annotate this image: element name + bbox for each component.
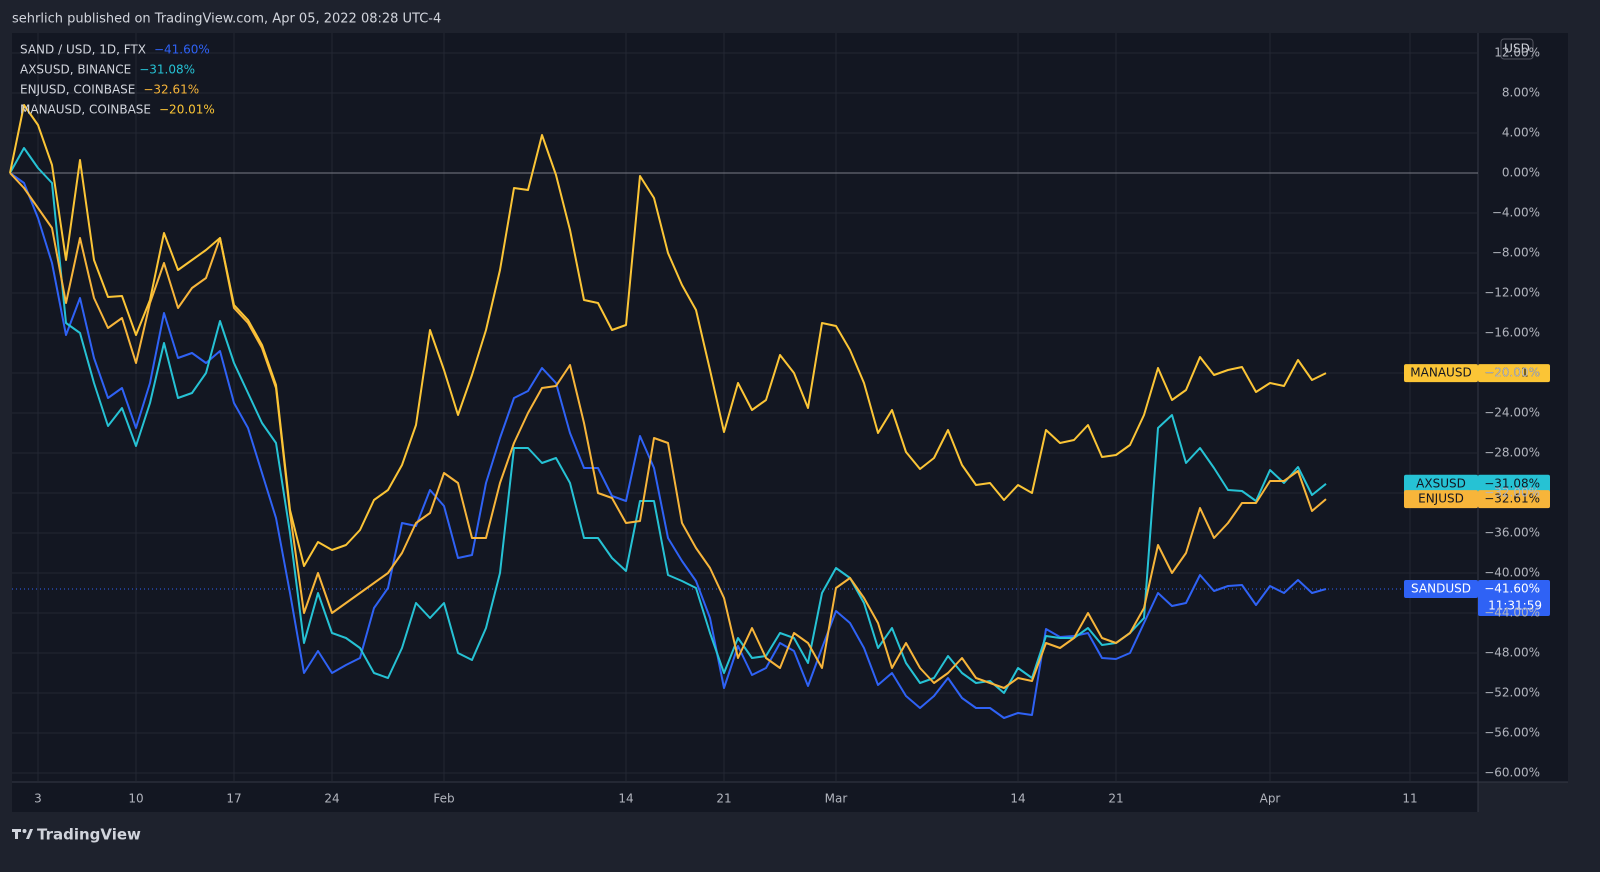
- y-tick-label: −60.00%: [1484, 766, 1540, 780]
- currency: USD: [1504, 42, 1530, 56]
- x-tick-label: Mar: [825, 792, 848, 806]
- y-tick-label: 8.00%: [1502, 86, 1540, 100]
- series-line: [9, 147, 1327, 694]
- y-tick-label: −28.00%: [1484, 446, 1540, 460]
- y-tick-label: −12.00%: [1484, 286, 1540, 300]
- tags: SANDUSD −41.60% 11:31:59 AXSUSD −31.08% ENJUS…: [1404, 364, 1550, 616]
- tag-value: −20.01%: [1484, 366, 1540, 380]
- y-tick-label: −44.00%: [1484, 606, 1540, 620]
- y-tick-label: −16.00%: [1484, 326, 1540, 340]
- tag-value: −41.60%: [1484, 582, 1540, 596]
- y-tick-label: 12.00%: [1494, 46, 1540, 60]
- x-tick-label: 10: [128, 792, 143, 806]
- lines: [9, 104, 1478, 719]
- x-tick-label: 17: [226, 792, 241, 806]
- x-tick-label: Feb: [433, 792, 454, 806]
- y-tick-label: 4.00%: [1502, 126, 1540, 140]
- y-tick-label: −8.00%: [1492, 246, 1540, 260]
- x-tick-label: Apr: [1260, 792, 1281, 806]
- grid: [12, 33, 1478, 782]
- legend: SAND / USD, 1D, FTX −41.60% AXSUSD, BINANC…: [20, 43, 215, 117]
- y-tick-label: −24.00%: [1484, 406, 1540, 420]
- tag-name: SANDUSD: [1411, 582, 1471, 596]
- y-tick-label: −40.00%: [1484, 566, 1540, 580]
- legend-name: SAND / USD, 1D, FTX: [20, 43, 146, 57]
- y-tick-label: −36.00%: [1484, 526, 1540, 540]
- x-tick-label: 14: [1010, 792, 1025, 806]
- tag-value-box: [1478, 490, 1550, 509]
- tag-value-box: [1478, 474, 1550, 493]
- series-line: [9, 172, 1327, 719]
- tag-box: [1404, 474, 1478, 493]
- y-tick-label: −56.00%: [1484, 726, 1540, 740]
- y-tick-label: −52.00%: [1484, 686, 1540, 700]
- time-axis: [12, 782, 1478, 812]
- legend-value: −32.61%: [143, 83, 199, 97]
- publisher: sehrlich published on TradingView.com, A…: [12, 12, 441, 27]
- x-tick-label: 21: [716, 792, 731, 806]
- x-tick-label: 21: [1108, 792, 1123, 806]
- tag-value: −31.08%: [1484, 476, 1540, 490]
- legend-value: −31.08%: [139, 63, 195, 77]
- currency-box: [1500, 38, 1534, 60]
- x-tick-label: 11: [1402, 792, 1417, 806]
- x-tick-label: 24: [324, 792, 339, 806]
- y-tick-label: 0.00%: [1502, 166, 1540, 180]
- legend-name: ENJUSD, COINBASE: [20, 83, 135, 97]
- series-line: [9, 104, 1327, 567]
- tag-name: ENJUSD: [1418, 492, 1464, 506]
- y-tick-label: −4.00%: [1492, 206, 1540, 220]
- tag-box: [1404, 490, 1478, 509]
- x-tick-label: 3: [34, 792, 42, 806]
- legend-name: AXSUSD, BINANCE: [20, 63, 131, 77]
- tag-value: −32.61%: [1484, 492, 1540, 506]
- tag-box: [1404, 364, 1478, 383]
- legend-value: −20.01%: [159, 103, 215, 117]
- y-tick-label: −32.00%: [1484, 486, 1540, 500]
- plot-area: [12, 33, 1478, 782]
- x-tick-label: 14: [618, 792, 633, 806]
- legend-value: −41.60%: [154, 43, 210, 57]
- logo: TradingView: [12, 826, 141, 844]
- tag-name: MANAUSD: [1410, 366, 1471, 380]
- legend-name: MANAUSD, COINBASE: [20, 103, 151, 117]
- countdown: 11:31:59: [1488, 599, 1542, 613]
- brand: TradingView: [37, 826, 141, 844]
- price-axis: [1478, 33, 1568, 782]
- tag-value-box: [1478, 364, 1550, 383]
- tag-name: AXSUSD: [1416, 476, 1466, 490]
- y-tick-label: −48.00%: [1484, 646, 1540, 660]
- tag-value-box: [1478, 580, 1550, 616]
- tag-box: [1404, 580, 1478, 598]
- y-tick-label: −20.00%: [1484, 366, 1540, 380]
